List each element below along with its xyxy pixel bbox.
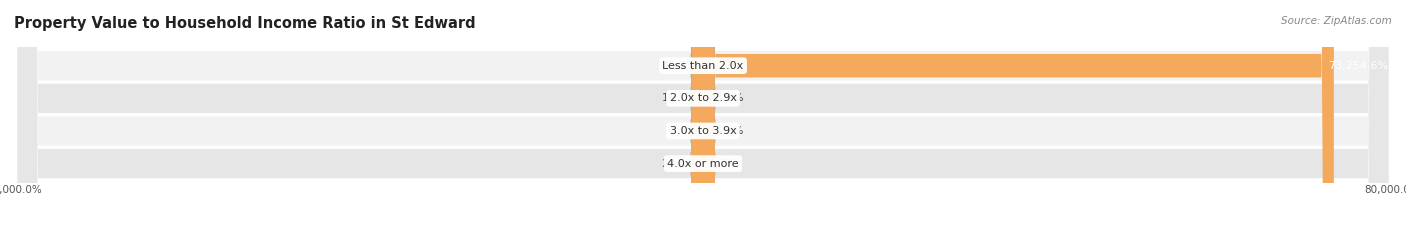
Text: 1.3%: 1.3% [709, 159, 737, 169]
FancyBboxPatch shape [690, 0, 716, 234]
FancyBboxPatch shape [690, 0, 716, 234]
Text: 4.0x or more: 4.0x or more [668, 159, 738, 169]
Text: Source: ZipAtlas.com: Source: ZipAtlas.com [1281, 16, 1392, 26]
FancyBboxPatch shape [17, 0, 1389, 234]
FancyBboxPatch shape [17, 0, 1389, 234]
FancyBboxPatch shape [690, 0, 716, 234]
Text: 29.8%: 29.8% [662, 159, 697, 169]
Text: 2.0x to 2.9x: 2.0x to 2.9x [669, 93, 737, 103]
FancyBboxPatch shape [690, 0, 716, 234]
FancyBboxPatch shape [690, 0, 716, 234]
Text: 49.2%: 49.2% [661, 61, 697, 71]
Text: 73,254.6%: 73,254.6% [1329, 61, 1389, 71]
FancyBboxPatch shape [690, 0, 716, 234]
Text: 3.0x to 3.9x: 3.0x to 3.9x [669, 126, 737, 136]
Text: Less than 2.0x: Less than 2.0x [662, 61, 744, 71]
FancyBboxPatch shape [17, 0, 1389, 234]
FancyBboxPatch shape [17, 0, 1389, 234]
Text: 48.1%: 48.1% [709, 93, 744, 103]
Text: Property Value to Household Income Ratio in St Edward: Property Value to Household Income Ratio… [14, 16, 475, 31]
FancyBboxPatch shape [690, 0, 716, 234]
Text: 4.8%: 4.8% [669, 126, 697, 136]
Text: 16.1%: 16.1% [662, 93, 697, 103]
Text: 14.3%: 14.3% [709, 126, 744, 136]
FancyBboxPatch shape [703, 0, 1334, 234]
